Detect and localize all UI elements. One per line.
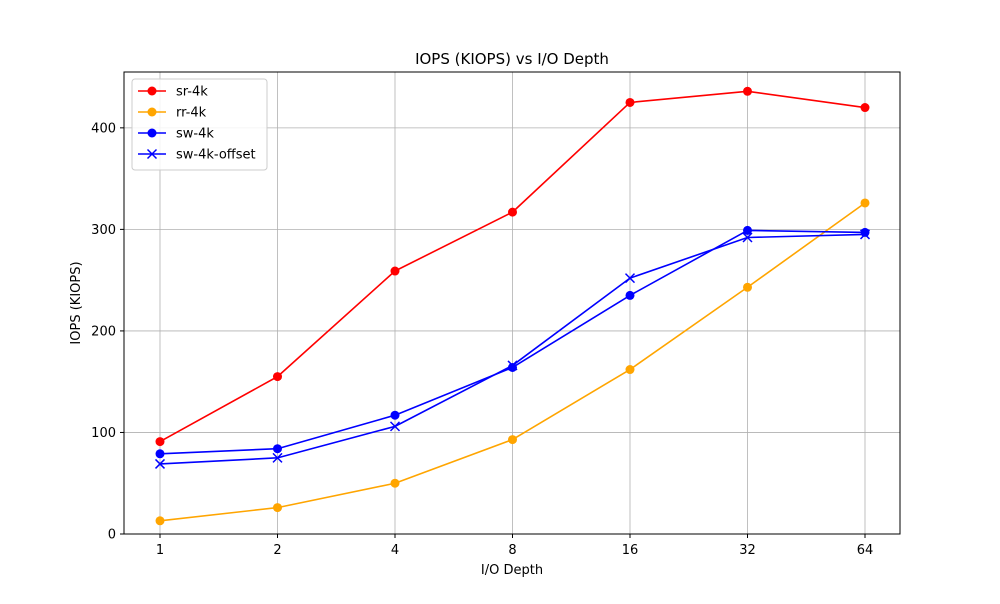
legend-label: sw-4k-offset xyxy=(176,148,256,163)
data-point xyxy=(273,444,282,454)
data-point xyxy=(743,86,752,96)
x-tick-label: 1 xyxy=(156,543,164,558)
legend-item: sw-4k-offset xyxy=(138,148,256,163)
data-point xyxy=(147,107,157,117)
data-point xyxy=(155,449,165,459)
legend-item: sr-4k xyxy=(138,85,208,100)
series-layer xyxy=(154,86,871,526)
legend-label: sw-4k xyxy=(176,127,214,142)
series-sr-4k xyxy=(155,86,870,447)
x-axis: 1 2 4 8 16 32 64 xyxy=(156,534,873,558)
data-point xyxy=(147,128,157,138)
data-point xyxy=(508,362,517,372)
data-point xyxy=(390,478,400,488)
x-tick-label: 8 xyxy=(508,543,516,558)
data-point xyxy=(743,282,752,292)
data-point xyxy=(742,232,753,243)
data-point xyxy=(155,516,165,526)
legend-label: sr-4k xyxy=(176,85,208,100)
x-tick-label: 2 xyxy=(273,543,281,558)
data-point xyxy=(860,227,870,237)
x-tick-label: 64 xyxy=(857,543,874,558)
data-point xyxy=(624,273,636,284)
legend-label: rr-4k xyxy=(176,106,207,121)
data-point xyxy=(625,290,635,300)
series-sw-4k xyxy=(155,225,870,459)
x-tick-label: 4 xyxy=(391,543,399,558)
chart-title: IOPS (KIOPS) vs I/O Depth xyxy=(415,50,609,68)
data-point xyxy=(273,372,282,382)
data-point xyxy=(390,410,400,420)
legend-box xyxy=(131,78,268,171)
x-axis-label: I/O Depth xyxy=(481,563,543,578)
series-sw-4k-offset xyxy=(154,229,871,469)
data-point xyxy=(743,225,752,235)
data-point xyxy=(860,198,870,208)
data-point xyxy=(154,458,166,469)
data-point xyxy=(507,360,518,371)
y-axis-label: IOPS (KIOPS) xyxy=(69,261,84,344)
y-tick-label: 300 xyxy=(91,223,116,238)
data-point xyxy=(155,437,165,447)
data-point xyxy=(859,229,871,240)
data-point xyxy=(272,452,283,463)
y-axis: 0 100 200 300 400 xyxy=(91,121,124,543)
legend-item: rr-4k xyxy=(138,106,207,121)
data-point xyxy=(508,435,517,445)
data-point xyxy=(625,365,635,375)
data-point xyxy=(273,503,282,513)
y-tick-label: 100 xyxy=(91,426,116,441)
data-point xyxy=(389,421,401,432)
y-tick-label: 200 xyxy=(91,324,116,339)
series-rr-4k xyxy=(155,198,870,526)
x-tick-label: 16 xyxy=(622,543,639,558)
data-point xyxy=(146,148,158,160)
y-tick-label: 0 xyxy=(108,528,116,543)
legend-item: sw-4k xyxy=(138,127,214,142)
data-point xyxy=(390,266,400,276)
y-tick-label: 400 xyxy=(91,121,116,136)
data-point xyxy=(147,86,157,96)
data-point xyxy=(508,207,517,217)
data-point xyxy=(860,103,870,113)
data-point xyxy=(625,97,635,107)
legend: sr-4k rr-4k sw-4k sw-4k-offset xyxy=(131,78,268,171)
x-tick-label: 32 xyxy=(739,543,756,558)
